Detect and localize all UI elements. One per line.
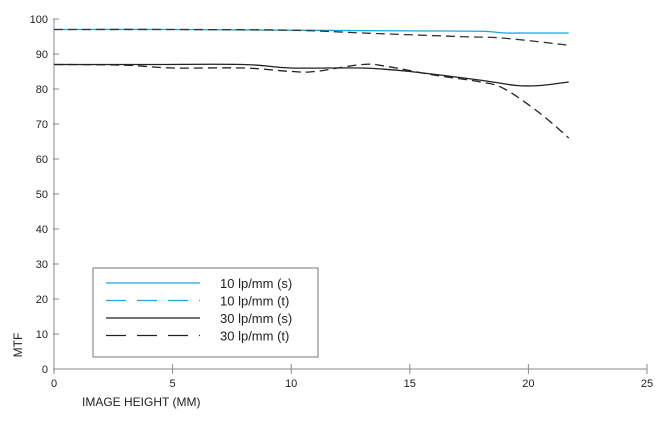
- x-tick-label: 15: [404, 378, 416, 390]
- legend: 10 lp/mm (s) 10 lp/mm (t) 30 lp/mm (s) 30 l…: [92, 267, 319, 358]
- y-tick-label: 50: [36, 189, 48, 201]
- y-tick-label: 30: [36, 259, 48, 271]
- series-line-1: [53, 28, 569, 46]
- y-tick-label: 10: [36, 329, 48, 341]
- y-tick-label: 40: [36, 224, 48, 236]
- x-axis-label: IMAGE HEIGHT (MM): [82, 395, 200, 409]
- y-tick-label: 60: [36, 154, 48, 166]
- legend-label: 10 lp/mm (t): [220, 294, 289, 309]
- y-tick-label: 80: [36, 84, 48, 96]
- y-tick-label: 100: [30, 14, 48, 26]
- y-axis-label: MTF: [11, 333, 25, 358]
- x-tick-label: 0: [51, 378, 57, 390]
- legend-label: 10 lp/mm (s): [220, 276, 292, 291]
- x-tick-label: 20: [522, 378, 534, 390]
- legend-label: 30 lp/mm (t): [220, 329, 289, 344]
- series-lines: [53, 28, 570, 139]
- x-tick-label: 5: [170, 378, 176, 390]
- legend-label: 30 lp/mm (s): [220, 311, 292, 326]
- y-tick-label: 20: [36, 294, 48, 306]
- series-line-2: [53, 63, 569, 87]
- x-tick-label: 25: [641, 378, 653, 390]
- x-tick-label: 10: [285, 378, 297, 390]
- series-line-3: [53, 63, 570, 139]
- y-tick-label: 70: [36, 119, 48, 131]
- y-tick-label: 90: [36, 49, 48, 61]
- axes: 0 5 10 15 20 25 0 10 20 30 40 50 60 70 80 90 100: [30, 14, 653, 390]
- y-tick-label: 0: [42, 364, 48, 376]
